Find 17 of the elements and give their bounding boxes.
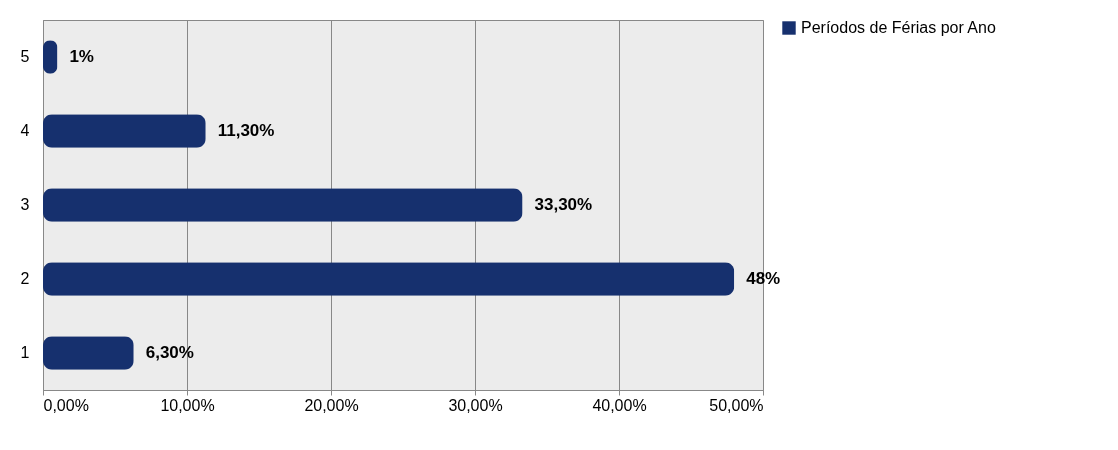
y-tick-label: 4 [20,122,30,139]
y-tick-label: 5 [20,48,30,65]
data-label: 48% [746,269,781,288]
x-tick-label: 10,00% [160,396,215,414]
legend-label: Períodos de Férias por Ano [801,19,996,36]
x-tick-label: 50,00% [709,396,764,414]
data-label: 6,30% [145,343,194,362]
y-tick-label: 3 [20,196,30,213]
y-tick-label: 2 [20,270,30,287]
x-tick-label: 30,00% [448,396,503,414]
data-label: 11,30% [217,121,275,140]
x-tick-label: 0,00% [43,396,89,414]
y-tick-label: 1 [20,344,30,361]
data-label: 33,30% [534,195,593,214]
data-label: 1% [69,47,94,66]
x-tick-label: 40,00% [592,396,647,414]
x-tick-label: 20,00% [304,396,359,414]
